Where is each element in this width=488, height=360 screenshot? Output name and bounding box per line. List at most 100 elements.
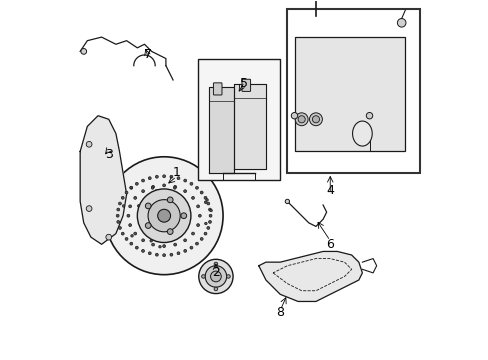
- Circle shape: [145, 203, 151, 209]
- Circle shape: [200, 191, 203, 194]
- Circle shape: [183, 202, 185, 204]
- Circle shape: [183, 249, 186, 252]
- Circle shape: [151, 187, 154, 189]
- Circle shape: [142, 239, 144, 242]
- Circle shape: [145, 199, 147, 202]
- Circle shape: [183, 227, 185, 230]
- Circle shape: [174, 195, 177, 198]
- Circle shape: [121, 196, 124, 199]
- Circle shape: [206, 202, 209, 205]
- Circle shape: [148, 252, 151, 255]
- Circle shape: [116, 214, 119, 217]
- Circle shape: [187, 217, 190, 220]
- Circle shape: [184, 204, 187, 207]
- Circle shape: [186, 221, 189, 224]
- Circle shape: [190, 246, 192, 249]
- Circle shape: [163, 235, 165, 238]
- Circle shape: [163, 193, 165, 196]
- Circle shape: [128, 224, 131, 226]
- Circle shape: [125, 191, 128, 194]
- Circle shape: [150, 239, 152, 242]
- Circle shape: [143, 228, 146, 230]
- Circle shape: [145, 224, 147, 227]
- Circle shape: [183, 179, 186, 182]
- Circle shape: [139, 208, 142, 211]
- Circle shape: [81, 49, 86, 54]
- Circle shape: [130, 186, 132, 189]
- Circle shape: [187, 214, 190, 217]
- Circle shape: [128, 205, 131, 208]
- Circle shape: [196, 224, 199, 226]
- Circle shape: [175, 234, 178, 236]
- Circle shape: [159, 246, 161, 248]
- Text: 1: 1: [172, 166, 180, 179]
- Circle shape: [174, 233, 177, 236]
- Circle shape: [166, 235, 169, 238]
- Circle shape: [198, 214, 201, 217]
- Circle shape: [204, 222, 207, 225]
- Circle shape: [148, 177, 151, 180]
- Circle shape: [170, 175, 172, 178]
- Circle shape: [180, 199, 183, 202]
- Circle shape: [159, 193, 162, 196]
- Circle shape: [170, 253, 172, 256]
- Polygon shape: [208, 87, 233, 173]
- Circle shape: [167, 229, 173, 234]
- Text: 8: 8: [276, 306, 284, 319]
- Circle shape: [204, 201, 206, 203]
- Circle shape: [183, 190, 186, 193]
- Circle shape: [209, 214, 212, 217]
- Text: 3: 3: [104, 148, 112, 162]
- Circle shape: [86, 141, 92, 147]
- Circle shape: [135, 183, 138, 185]
- Circle shape: [157, 209, 170, 222]
- Ellipse shape: [148, 200, 180, 232]
- Circle shape: [173, 195, 175, 198]
- Circle shape: [203, 196, 206, 199]
- Circle shape: [214, 262, 217, 266]
- Circle shape: [145, 223, 151, 228]
- Circle shape: [151, 243, 154, 246]
- Circle shape: [184, 224, 187, 227]
- Circle shape: [127, 214, 130, 217]
- Circle shape: [190, 183, 192, 185]
- Circle shape: [170, 194, 173, 197]
- Circle shape: [191, 197, 194, 199]
- Circle shape: [167, 197, 173, 203]
- Ellipse shape: [352, 121, 371, 146]
- Circle shape: [142, 179, 144, 182]
- Circle shape: [201, 275, 205, 278]
- Circle shape: [312, 116, 319, 123]
- Circle shape: [155, 234, 158, 237]
- Circle shape: [122, 205, 124, 207]
- Circle shape: [140, 204, 143, 207]
- Ellipse shape: [137, 189, 190, 243]
- Circle shape: [140, 224, 143, 227]
- Polygon shape: [80, 116, 126, 244]
- Circle shape: [159, 235, 162, 238]
- Circle shape: [155, 194, 158, 197]
- Circle shape: [291, 112, 297, 119]
- Polygon shape: [258, 251, 362, 301]
- Circle shape: [209, 209, 212, 212]
- Circle shape: [148, 231, 150, 234]
- Circle shape: [195, 242, 198, 245]
- Circle shape: [214, 287, 217, 291]
- Circle shape: [176, 197, 179, 200]
- Circle shape: [155, 253, 158, 256]
- Circle shape: [163, 184, 165, 187]
- Circle shape: [166, 193, 169, 196]
- Circle shape: [118, 226, 121, 229]
- Circle shape: [180, 229, 183, 232]
- Circle shape: [208, 208, 211, 211]
- Circle shape: [285, 199, 289, 203]
- Circle shape: [200, 238, 203, 240]
- Ellipse shape: [105, 157, 223, 275]
- Text: 6: 6: [325, 238, 333, 251]
- Circle shape: [187, 211, 190, 214]
- Circle shape: [125, 238, 128, 240]
- Circle shape: [117, 208, 120, 211]
- Circle shape: [134, 232, 136, 235]
- Circle shape: [142, 190, 144, 193]
- Circle shape: [121, 232, 124, 235]
